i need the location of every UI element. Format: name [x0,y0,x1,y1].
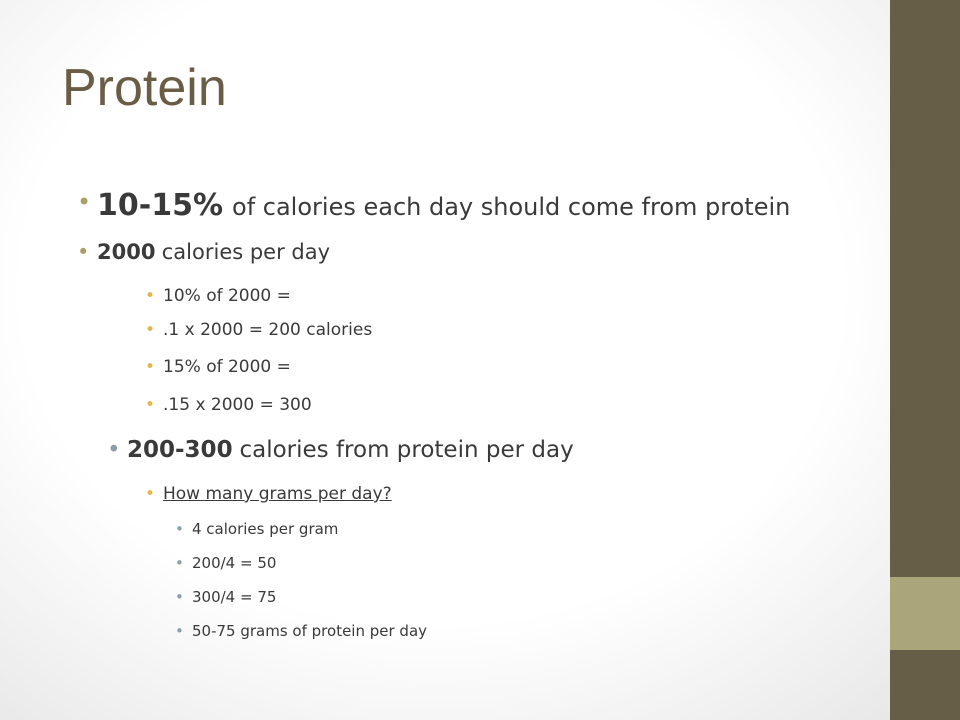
bullet-item: • 50-75 grams of protein per day [175,622,428,640]
bullet-text: .1 x 2000 = 200 calories [163,320,373,340]
bold-text: 10-15% [97,188,224,223]
bullet-text: 200/4 = 50 [192,554,277,572]
bullet-marker: • [145,484,156,504]
bullet-text: .15 x 2000 = 300 [163,395,312,415]
bullet-item: • 200/4 = 50 [175,554,277,572]
bullet-marker: • [145,286,156,306]
bullet-marker: • [107,437,121,463]
bullet-marker: • [175,622,184,640]
bullet-item: • 15% of 2000 = [145,357,291,377]
bullet-marker: • [175,588,184,606]
bullet-text: 15% of 2000 = [163,357,291,377]
bullet-text: calories from protein per day [239,437,574,463]
side-bar-accent [890,577,960,650]
bullet-text: calories per day [161,240,331,264]
bullet-marker: • [145,357,156,377]
bullet-marker: • [145,320,156,340]
bullet-item: • 200-300 calories from protein per day [107,437,574,463]
bullet-item: • How many grams per day? [145,484,392,504]
bullet-marker: • [145,395,156,415]
bullet-text: of calories each day should come from pr… [232,193,791,221]
bold-text: 200-300 [127,437,233,463]
bullet-text: 10% of 2000 = [163,286,291,306]
bullet-marker: • [175,520,184,538]
bullet-item: • 2000 calories per day [77,240,331,264]
slide-title: Protein [62,59,227,117]
bullet-item: • 10-15% of calories each day should come … [77,188,791,223]
bullet-text: 300/4 = 75 [192,588,277,606]
bold-text: 2000 [97,240,156,264]
bullet-item: • .1 x 2000 = 200 calories [145,320,373,340]
bullet-text: 50-75 grams of protein per day [192,622,428,640]
bullet-item: • 4 calories per gram [175,520,339,538]
bullet-item: • 10% of 2000 = [145,286,291,306]
bullet-item: • 300/4 = 75 [175,588,277,606]
bullet-item: • .15 x 2000 = 300 [145,395,312,415]
bullet-marker: • [175,554,184,572]
bullet-marker: • [77,240,90,264]
bullet-marker: • [77,188,92,216]
bullet-text: How many grams per day? [163,484,392,504]
bullet-text: 4 calories per gram [192,520,339,538]
